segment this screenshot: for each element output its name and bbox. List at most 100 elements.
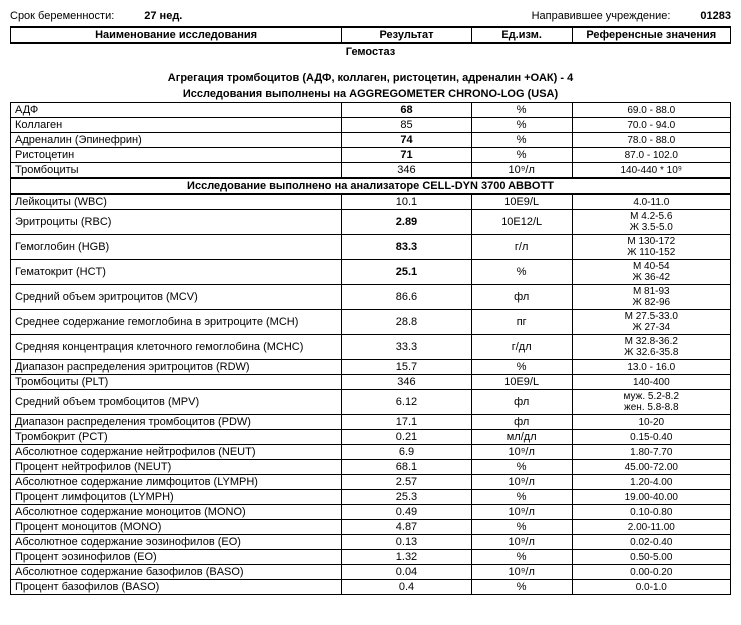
cell-result: 2.57 — [342, 475, 472, 490]
cell-result: 74 — [342, 133, 472, 148]
cell-result: 0.04 — [342, 565, 472, 580]
cell-ref: 0.02-0.40 — [572, 535, 730, 550]
table-row: Гематокрит (HCT)25.1%М 40-54Ж 36-42 — [11, 260, 731, 285]
cell-ref: 1.80-7.70 — [572, 445, 730, 460]
cell-unit: 10E12/L — [471, 210, 572, 235]
cell-ref: М 40-54Ж 36-42 — [572, 260, 730, 285]
cell-unit: % — [471, 118, 572, 133]
cell-unit: % — [471, 550, 572, 565]
section-hemostasis: Гемостаз — [10, 44, 731, 60]
results-table-1: АДФ68%69.0 - 88.0Коллаген85%70.0 - 94.0А… — [10, 102, 731, 178]
cell-ref: 78.0 - 88.0 — [572, 133, 730, 148]
cell-name: Адреналин (Эпинефрин) — [11, 133, 342, 148]
cell-name: Процент нейтрофилов (NEUT) — [11, 460, 342, 475]
cell-result: 6.9 — [342, 445, 472, 460]
cell-ref: 87.0 - 102.0 — [572, 148, 730, 163]
table-row: Процент нейтрофилов (NEUT)68.1%45.00-72.… — [11, 460, 731, 475]
cell-ref: 19.00-40.00 — [572, 490, 730, 505]
cell-unit: 10⁹/л — [471, 475, 572, 490]
cell-result: 2.89 — [342, 210, 472, 235]
table-row: Тромбоциты (PLT)34610E9/L140-400 — [11, 375, 731, 390]
cell-unit: пг — [471, 310, 572, 335]
col-result-header: Результат — [342, 27, 472, 43]
cell-unit: 10⁹/л — [471, 535, 572, 550]
cell-unit: % — [471, 360, 572, 375]
cell-unit: % — [471, 520, 572, 535]
cell-result: 346 — [342, 375, 472, 390]
col-unit-header: Ед.изм. — [471, 27, 572, 43]
col-name-header: Наименование исследования — [11, 27, 342, 43]
cell-unit: фл — [471, 390, 572, 415]
cell-ref: 0.0-1.0 — [572, 580, 730, 595]
cell-unit: 10E9/L — [471, 195, 572, 210]
results-table-2: Лейкоциты (WBC)10.110E9/L4.0-11.0Эритроц… — [10, 194, 731, 595]
table-row: Лейкоциты (WBC)10.110E9/L4.0-11.0 — [11, 195, 731, 210]
table-row: Абсолютное содержание моноцитов (MONO)0.… — [11, 505, 731, 520]
cell-result: 6.12 — [342, 390, 472, 415]
cell-unit: 10⁹/л — [471, 565, 572, 580]
cell-unit: 10E9/L — [471, 375, 572, 390]
cell-name: Ристоцетин — [11, 148, 342, 163]
table-row: Средний объем тромбоцитов (MPV)6.12флмуж… — [11, 390, 731, 415]
col-ref-header: Референсные значения — [572, 27, 730, 43]
cell-name: Абсолютное содержание нейтрофилов (NEUT) — [11, 445, 342, 460]
cell-name: Абсолютное содержание моноцитов (MONO) — [11, 505, 342, 520]
cell-ref: 0.50-5.00 — [572, 550, 730, 565]
cell-name: Диапазон распределения эритроцитов (RDW) — [11, 360, 342, 375]
cell-result: 68.1 — [342, 460, 472, 475]
cell-name: Эритроциты (RBC) — [11, 210, 342, 235]
cell-name: Средняя концентрация клеточного гемоглоб… — [11, 335, 342, 360]
table-row: Диапазон распределения тромбоцитов (PDW)… — [11, 415, 731, 430]
cell-name: Процент базофилов (BASO) — [11, 580, 342, 595]
cell-ref: 2.00-11.00 — [572, 520, 730, 535]
cell-result: 1.32 — [342, 550, 472, 565]
table-row: Адреналин (Эпинефрин)74%78.0 - 88.0 — [11, 133, 731, 148]
cell-unit: % — [471, 460, 572, 475]
cell-ref: 45.00-72.00 — [572, 460, 730, 475]
cell-result: 17.1 — [342, 415, 472, 430]
cell-name: Процент моноцитов (MONO) — [11, 520, 342, 535]
cell-name: Коллаген — [11, 118, 342, 133]
table-row: Процент эозинофилов (EO)1.32%0.50-5.00 — [11, 550, 731, 565]
cell-result: 33.3 — [342, 335, 472, 360]
header-table: Наименование исследования Результат Ед.и… — [10, 26, 731, 44]
cell-ref: 13.0 - 16.0 — [572, 360, 730, 375]
cell-name: Процент лимфоцитов (LYMPH) — [11, 490, 342, 505]
cell-result: 71 — [342, 148, 472, 163]
cell-name: Тромбокрит (PCT) — [11, 430, 342, 445]
cell-ref: 70.0 - 94.0 — [572, 118, 730, 133]
cell-name: Тромбоциты — [11, 163, 342, 178]
cell-name: Абсолютное содержание эозинофилов (EO) — [11, 535, 342, 550]
cell-result: 25.1 — [342, 260, 472, 285]
cell-result: 83.3 — [342, 235, 472, 260]
cell-name: Гематокрит (HCT) — [11, 260, 342, 285]
cell-result: 28.8 — [342, 310, 472, 335]
cell-unit: 10⁹/л — [471, 505, 572, 520]
table-row: Средняя концентрация клеточного гемоглоб… — [11, 335, 731, 360]
table-row: Ристоцетин71%87.0 - 102.0 — [11, 148, 731, 163]
cell-ref: 10-20 — [572, 415, 730, 430]
cell-unit: г/л — [471, 235, 572, 260]
cell-result: 0.49 — [342, 505, 472, 520]
cell-result: 0.4 — [342, 580, 472, 595]
cell-ref: М 81-93Ж 82-96 — [572, 285, 730, 310]
table-row: Абсолютное содержание эозинофилов (EO)0.… — [11, 535, 731, 550]
cell-unit: % — [471, 580, 572, 595]
table-row: Среднее содержание гемоглобина в эритроц… — [11, 310, 731, 335]
cell-name: Тромбоциты (PLT) — [11, 375, 342, 390]
cell-ref: 0.00-0.20 — [572, 565, 730, 580]
cell-result: 25.3 — [342, 490, 472, 505]
subtitle-table: Исследование выполнено на анализаторе CE… — [10, 178, 731, 194]
cell-unit: 10⁹/л — [471, 163, 572, 178]
cell-ref: 69.0 - 88.0 — [572, 103, 730, 118]
table-row: Гемоглобин (HGB)83.3г/лМ 130-172Ж 110-15… — [11, 235, 731, 260]
table-row: Абсолютное содержание нейтрофилов (NEUT)… — [11, 445, 731, 460]
cell-result: 0.13 — [342, 535, 472, 550]
subtitle-aggregometer: Исследования выполнены на AGGREGOMETER C… — [10, 86, 731, 102]
table-row: Средний объем эритроцитов (MCV)86.6флМ 8… — [11, 285, 731, 310]
cell-result: 85 — [342, 118, 472, 133]
cell-ref: М 4.2-5.6Ж 3.5-5.0 — [572, 210, 730, 235]
cell-ref: М 27.5-33.0Ж 27-34 — [572, 310, 730, 335]
cell-result: 68 — [342, 103, 472, 118]
cell-name: Гемоглобин (HGB) — [11, 235, 342, 260]
